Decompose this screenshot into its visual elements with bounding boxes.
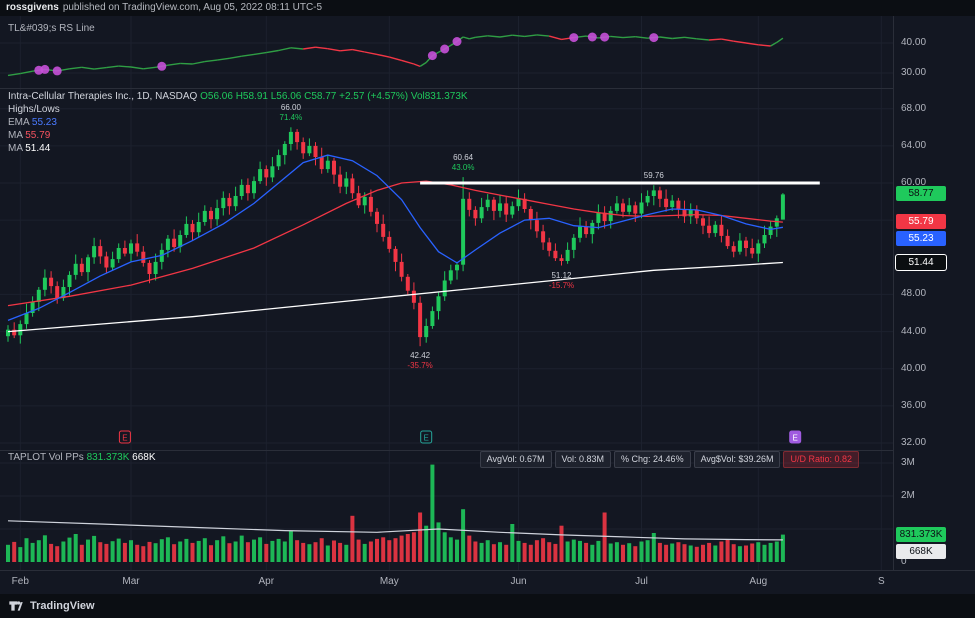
time-axis-label: Feb [11, 576, 29, 587]
stat-ud-ratio: U/D Ratio: 0.82 [783, 451, 859, 468]
highs-lows-legend[interactable]: Highs/Lows [8, 104, 60, 115]
volume-ma-legend-value: 668K [132, 452, 156, 463]
rs-signal-dot [440, 44, 450, 54]
footer-bar: TradingView [0, 594, 975, 618]
axis-tick-label: 30.00 [901, 67, 927, 78]
rs-signal-dot [649, 33, 659, 43]
rs-signal-dot [452, 37, 462, 46]
earnings-marker[interactable]: E [789, 430, 802, 444]
stat-avgvol: AvgVol: 0.67M [479, 451, 552, 468]
axis-tick-label: 2M [901, 490, 915, 501]
axis-tick-label: 40.00 [901, 37, 927, 48]
time-axis[interactable]: Feb Mar Apr May Jun Jul Aug S [0, 570, 975, 594]
earnings-marker[interactable]: E [420, 430, 433, 444]
earnings-marker[interactable]: E [118, 430, 131, 444]
publish-info: published on TradingView.com, Aug 05, 20… [62, 2, 323, 13]
time-axis-label: Mar [122, 576, 140, 587]
volume-legend[interactable]: TAPLOT Vol PPs 831.373K 668K [8, 452, 156, 463]
symbol-title-row[interactable]: Intra-Cellular Therapies Inc., 1D, NASDA… [8, 91, 468, 103]
stat-vol: Vol: 0.83M [554, 451, 612, 468]
rs-signal-dot [569, 33, 579, 43]
axis-tick-label: 48.00 [901, 288, 927, 300]
axis-tick-label: 0 [901, 556, 907, 567]
axis-tick-label: 68.00 [901, 102, 927, 114]
ma-fast-legend[interactable]: MA 55.79 [8, 130, 51, 141]
price-badge: 51.44 [896, 254, 946, 270]
ohlc-values: O56.06 H58.91 L56.06 C58.77 +2.57 (+4.57… [200, 91, 409, 102]
price-badge: 55.79 [896, 214, 946, 230]
axis-tick-label: 60.00 [901, 177, 927, 188]
axis-tick-label: 36.00 [901, 399, 927, 411]
symbol-legend: Intra-Cellular Therapies Inc., 1D, NASDA… [8, 91, 468, 156]
publish-bar: rossgivens published on TradingView.com, … [0, 0, 975, 16]
price-badge: 58.77 [896, 186, 946, 202]
time-axis-label: Jun [510, 576, 527, 587]
brand-name: TradingView [30, 600, 95, 612]
time-axis-label: Apr [258, 576, 275, 587]
price-badge: 668K [896, 543, 946, 559]
stat-avg-dollar-vol: Avg$Vol: $39.26M [693, 451, 781, 468]
rs-line-legend[interactable]: TL&#039;s RS Line [8, 23, 95, 34]
symbol-title: Intra-Cellular Therapies Inc., 1D, NASDA… [8, 91, 198, 102]
axis-tick-label: 3M [901, 457, 915, 468]
svg-text:E: E [424, 434, 429, 443]
time-axis-label: Aug [749, 576, 768, 587]
svg-text:E: E [122, 434, 127, 443]
volume-indicator-title: TAPLOT Vol PPs [8, 452, 84, 463]
time-axis-label: S [877, 576, 885, 587]
svg-text:E: E [793, 434, 798, 443]
price-axis[interactable]: 68.0064.0060.0056.0048.0044.0040.0036.00… [893, 16, 975, 570]
rs-signal-dot [600, 32, 610, 42]
stat-pct-chg: % Chg: 24.46% [614, 451, 691, 468]
volume-legend-value: 831.373K [86, 452, 130, 463]
tradingview-logo-icon [9, 601, 23, 611]
time-axis-label: May [379, 576, 399, 587]
price-badge: 831.373K [896, 526, 946, 542]
rs-signal-dot [52, 66, 62, 76]
ma-slow-legend[interactable]: MA 51.44 [8, 143, 51, 154]
ema-legend[interactable]: EMA 55.23 [8, 117, 57, 128]
axis-tick-label: 32.00 [901, 437, 927, 448]
axis-tick-label: 44.00 [901, 325, 927, 337]
volume-value: Vol831.373K [410, 91, 468, 102]
rs-signal-dot [40, 64, 50, 74]
price-badge: 55.23 [896, 231, 946, 247]
rs-signal-dot [157, 61, 167, 71]
publish-author: rossgivens [6, 2, 59, 13]
axis-tick-label: 40.00 [901, 362, 927, 374]
rs-signal-dot [427, 51, 437, 61]
rs-signal-dot [587, 32, 597, 42]
time-axis-label: Jul [635, 576, 648, 587]
axis-tick-label: 64.00 [901, 139, 927, 151]
tradingview-logo-link[interactable]: TradingView [8, 598, 95, 614]
volume-stats-box: AvgVol: 0.67M Vol: 0.83M % Chg: 24.46% A… [479, 451, 859, 468]
